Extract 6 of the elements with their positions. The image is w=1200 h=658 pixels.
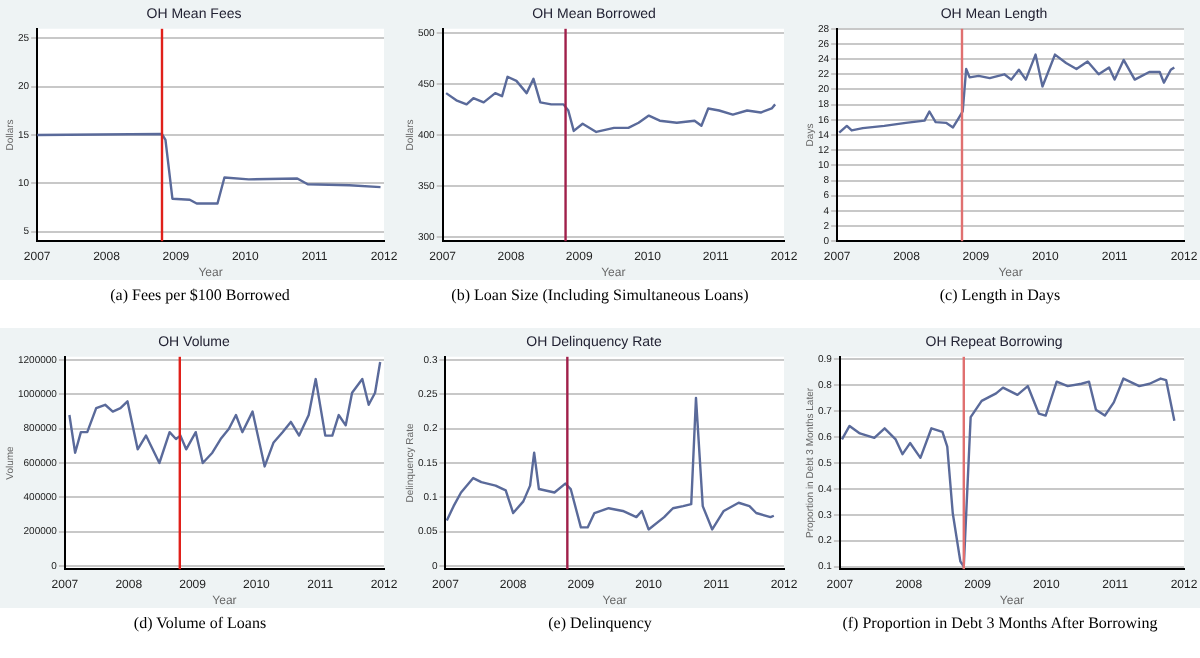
text: (f) Proportion in Debt 3 Months After Borrowing [840,612,1160,636]
text: (b) Loan Size (Including Simultaneous Loans) [449,284,751,308]
text: (a) Fees per $100 Borrowed [108,284,292,308]
text: (e) Delinquency [546,612,654,636]
text: (c) Length in Days [937,284,1063,308]
text: (d) Volume of Loans [131,612,269,636]
